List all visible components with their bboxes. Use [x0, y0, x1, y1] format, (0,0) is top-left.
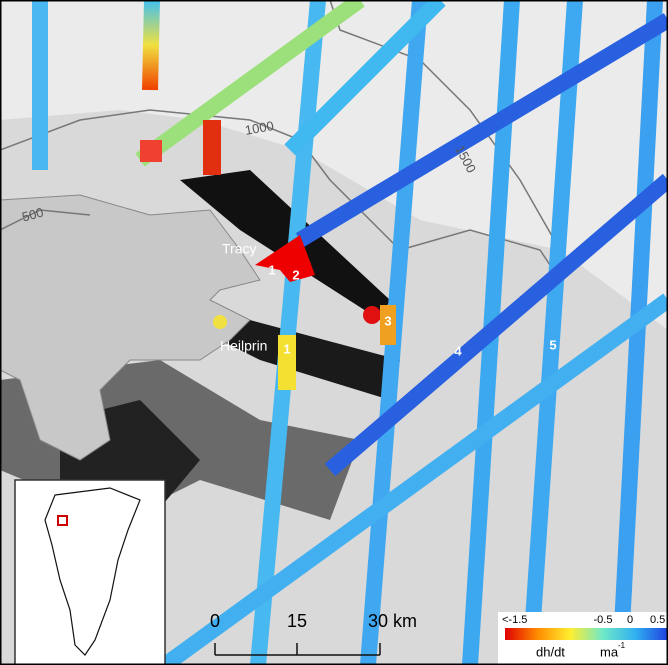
site-marker: 1 — [268, 262, 275, 277]
site-marker: 2 — [292, 267, 299, 282]
colorbar-tick: 0 — [627, 614, 633, 626]
colorbar: <-1.5 -0.5 0 0.5 dh/dt ma -1 — [498, 612, 668, 665]
colorbar-unit-exponent: -1 — [618, 641, 626, 650]
site-marker: 3 — [384, 313, 391, 328]
glacier-label: Heilprin — [220, 338, 267, 354]
site-marker: 5 — [549, 337, 556, 352]
colorbar-tick: -0.5 — [594, 614, 613, 626]
inset-map — [15, 480, 165, 665]
colorbar-unit: ma — [600, 644, 619, 659]
scale-label: 30 km — [368, 611, 417, 631]
map: Tracy Heilprin 1000 1500 500 1 2 3 1 4 5… — [0, 0, 668, 665]
site-marker: 4 — [454, 343, 462, 358]
colorbar-tick: 0.5 — [650, 614, 665, 626]
scale-label: 0 — [210, 611, 220, 631]
scale-label: 15 — [287, 611, 307, 631]
site-marker: 1 — [283, 341, 290, 356]
colorbar-label: dh/dt — [536, 644, 565, 659]
colorbar-tick: <-1.5 — [502, 614, 527, 626]
glacier-label: Tracy — [222, 241, 256, 257]
